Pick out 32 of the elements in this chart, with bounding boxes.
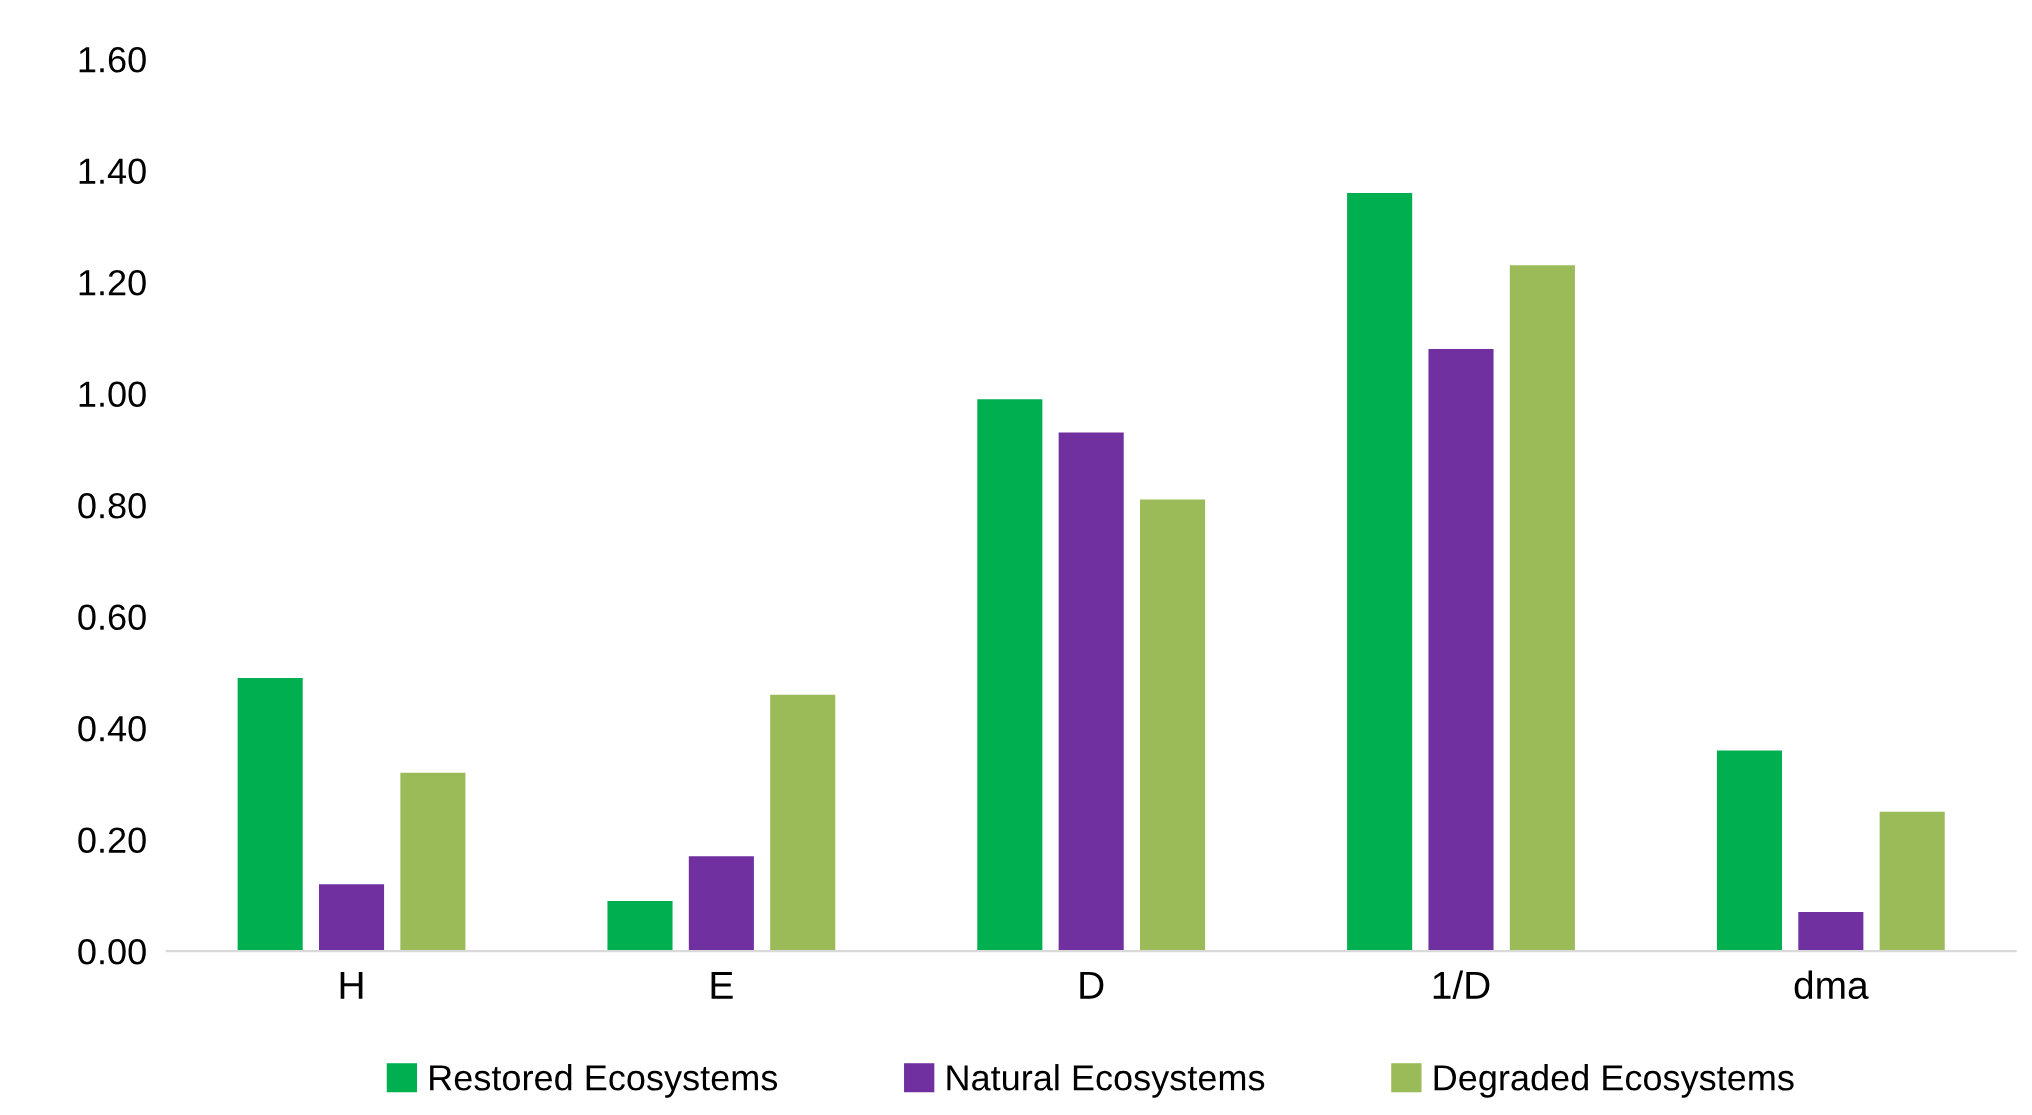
y-tick-label: 1.60 <box>79 46 146 73</box>
x-tick-label: D <box>1080 971 1104 999</box>
bar <box>770 694 836 952</box>
x-tick-label: E <box>711 971 733 999</box>
bar <box>1509 265 1575 952</box>
x-tick-label: 1/D <box>1433 970 1490 1000</box>
y-tick-label: 0.80 <box>78 492 146 519</box>
legend-label: Natural Ecosystems <box>947 1064 1265 1098</box>
bar <box>607 900 673 952</box>
y-tick-label: 0.20 <box>78 827 146 854</box>
bar <box>977 399 1043 952</box>
bar <box>1428 349 1494 952</box>
bar <box>1058 432 1124 952</box>
y-tick-label: 1.00 <box>79 381 146 408</box>
x-tick-label: H <box>340 971 363 999</box>
bar <box>237 677 303 952</box>
bar <box>400 772 466 952</box>
bar <box>1879 811 1945 952</box>
bar <box>1798 912 1864 952</box>
bar <box>1140 499 1206 952</box>
legend-label: Restored Ecosystems <box>430 1064 778 1098</box>
bar <box>318 884 385 952</box>
y-tick-label: 1.20 <box>79 269 146 296</box>
legend-label: Degraded Ecosystems <box>1434 1064 1794 1098</box>
bar <box>1716 750 1783 952</box>
y-tick-label: 0.60 <box>78 604 146 631</box>
bar <box>1347 192 1413 952</box>
bar <box>688 856 754 952</box>
x-tick-label: dma <box>1794 970 1869 1000</box>
y-tick-label: 0.00 <box>78 938 146 965</box>
y-tick-label: 1.40 <box>79 158 146 185</box>
y-tick-label: 0.40 <box>78 715 146 742</box>
